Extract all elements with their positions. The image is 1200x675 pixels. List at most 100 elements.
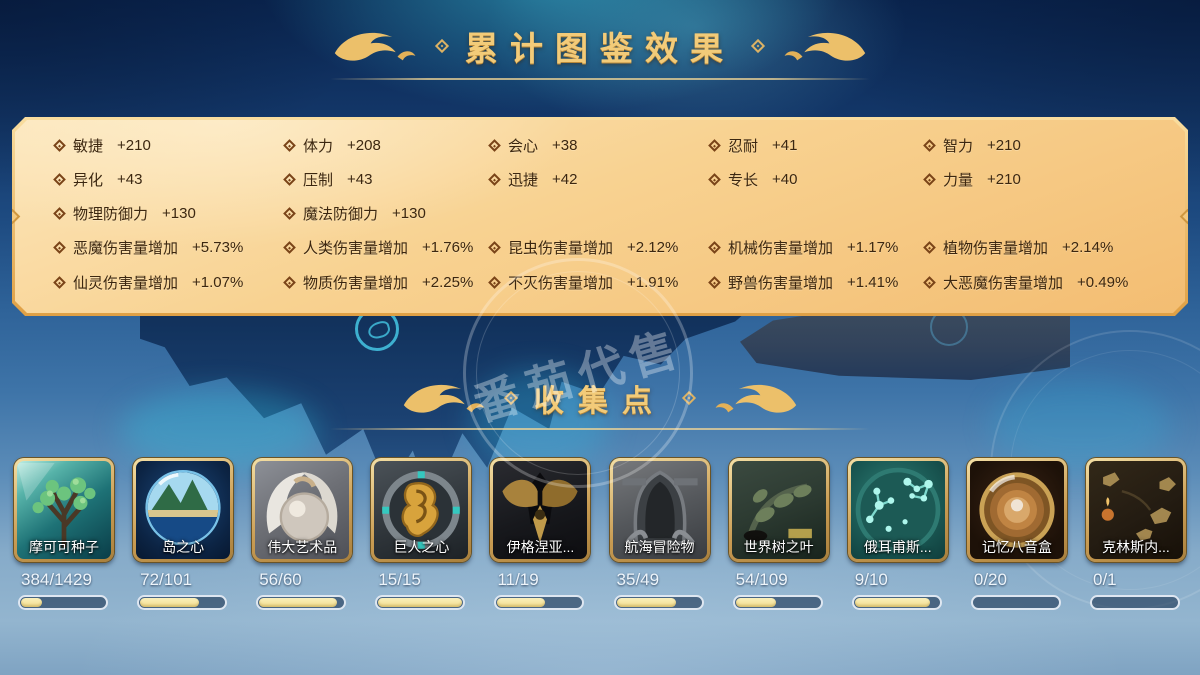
stat-value: +43 (117, 170, 143, 188)
stat-entry: 机械伤害量增加 +1.17% (710, 237, 925, 258)
stat-value: +1.07% (192, 274, 244, 291)
diamond-ornament-icon (681, 390, 697, 406)
stat-label: 人类伤害量增加 (303, 239, 409, 257)
collection-card[interactable]: 伟大艺术品 (252, 458, 353, 562)
stat-value: +1.41% (847, 274, 899, 291)
progress-fill (854, 598, 931, 607)
collection-card-name: 岛之心 (162, 539, 205, 555)
collection-card-list: 摩可可种子 384/1429 岛之心 72/101 伟大艺术品 56/60 巨人之心 15/1… (0, 458, 1200, 610)
collection-count: 11/19 (497, 570, 539, 589)
progress-bar (970, 595, 1061, 610)
stats-row: 物理防御力 +130 魔法防御力 +130 (55, 196, 1188, 230)
stat-label: 物质伤害量增加 (303, 275, 409, 292)
great-artwork-icon (255, 461, 350, 559)
krins-map-icon (1088, 461, 1183, 559)
orpheus-star-icon (850, 461, 945, 559)
effects-section-title: 累计图鉴效果 (465, 30, 735, 67)
gold-flourish-icon (403, 384, 485, 413)
stats-grid: 敏捷 +210 体力 +208 会心 +38 忍耐 +41 智力 +210 异化 +43 压制 +43 迅捷… (12, 117, 1188, 316)
collection-card-slot: 克林斯内... 0/1 (1085, 458, 1186, 610)
stat-entry: 植物伤害量增加 +2.14% (925, 237, 1188, 258)
collection-card[interactable]: 俄耳甫斯... (847, 458, 948, 562)
diamond-bullet-icon (923, 173, 936, 186)
stat-value: +1.76% (422, 238, 474, 256)
stat-entry: 敏捷 +210 (55, 135, 285, 156)
giant-heart-icon (374, 461, 469, 559)
collection-card[interactable]: 克林斯内... (1085, 458, 1186, 562)
stat-entry: 物理防御力 +130 (55, 203, 285, 224)
collection-card-slot: 记忆八音盒 0/20 (966, 458, 1067, 610)
collections-section-title: 收集点 (534, 385, 666, 418)
stat-entry: 力量 +210 (925, 169, 1188, 190)
gold-flourish-icon (334, 32, 416, 61)
stat-value: +2.25% (422, 274, 474, 291)
collection-card[interactable]: 航海冒险物 (609, 458, 710, 562)
stat-label: 物理防御力 (73, 205, 149, 223)
collections-section-header: 收集点 (0, 376, 1200, 430)
progress-bar (375, 595, 466, 610)
stat-label: 昆虫伤害量增加 (508, 239, 614, 257)
collection-card[interactable]: 巨人之心 (371, 458, 472, 562)
collection-card-slot: 航海冒险物 35/49 (609, 458, 710, 610)
stat-value: +130 (392, 204, 426, 222)
teal-glow (120, 390, 320, 470)
stat-label: 机械伤害量增加 (728, 239, 834, 257)
progress-bar (494, 595, 585, 610)
collection-card[interactable]: 世界树之叶 (728, 458, 829, 562)
collection-card[interactable]: 岛之心 (133, 458, 234, 562)
stat-label: 迅捷 (508, 171, 539, 189)
diamond-bullet-icon (923, 276, 936, 289)
stat-label: 忍耐 (728, 137, 759, 155)
stat-label: 不灭伤害量增加 (508, 275, 614, 292)
diamond-bullet-icon (488, 139, 501, 152)
stat-label: 野兽伤害量增加 (728, 275, 834, 292)
progress-fill (378, 598, 463, 607)
collection-card-slot: 伟大艺术品 56/60 (252, 458, 353, 610)
progress-fill (616, 598, 676, 607)
stat-value: +1.17% (847, 238, 899, 256)
teal-glow (470, 370, 610, 470)
diamond-bullet-icon (708, 241, 721, 254)
diamond-ornament-icon (503, 390, 519, 406)
progress-bar (851, 595, 942, 610)
gold-flourish-icon (784, 32, 866, 61)
stat-entry: 专长 +40 (710, 169, 925, 190)
collection-card[interactable]: 记忆八音盒 (966, 458, 1067, 562)
collection-count: 0/1 (1092, 570, 1117, 589)
stat-label: 大恶魔伤害量增加 (943, 275, 1064, 292)
stat-value: +0.49% (1077, 274, 1129, 291)
stats-row: 敏捷 +210 体力 +208 会心 +38 忍耐 +41 智力 +210 (55, 128, 1188, 162)
diamond-bullet-icon (923, 139, 936, 152)
progress-fill (735, 598, 777, 607)
progress-bar (18, 595, 108, 610)
stat-value: +42 (552, 170, 578, 188)
stat-value: +38 (552, 136, 578, 154)
diamond-bullet-icon (283, 207, 296, 220)
collection-card-name: 摩可可种子 (29, 539, 99, 555)
collection-card-slot: 巨人之心 15/15 (371, 458, 472, 610)
effects-section-header: 累计图鉴效果 (0, 22, 1200, 80)
stat-label: 会心 (508, 137, 539, 155)
collection-card[interactable]: 摩可可种子 (14, 458, 114, 562)
memory-music-box-icon (969, 461, 1064, 559)
ignea-token-icon (493, 461, 588, 559)
stat-label: 敏捷 (73, 137, 104, 155)
diamond-bullet-icon (283, 173, 296, 186)
stat-value: +2.12% (627, 238, 679, 256)
world-tree-leaf-icon (731, 461, 826, 559)
collection-count: 384/1429 (21, 570, 92, 589)
title-underline (330, 78, 870, 80)
stat-value: +2.14% (1062, 238, 1114, 256)
island-heart-icon (136, 461, 231, 559)
diamond-bullet-icon (283, 139, 296, 152)
diamond-bullet-icon (708, 276, 721, 289)
collection-card[interactable]: 伊格涅亚... (490, 458, 591, 562)
collection-count: 9/10 (854, 570, 888, 589)
diamond-ornament-icon (750, 38, 766, 54)
collection-card-slot: 俄耳甫斯... 9/10 (847, 458, 948, 610)
stat-label: 恶魔伤害量增加 (73, 239, 179, 257)
stat-entry: 异化 +43 (55, 169, 285, 190)
collection-card-name: 航海冒险物 (624, 539, 695, 555)
stat-entry: 昆虫伤害量增加 +2.12% (490, 237, 710, 258)
stat-value: +5.73% (192, 238, 244, 256)
